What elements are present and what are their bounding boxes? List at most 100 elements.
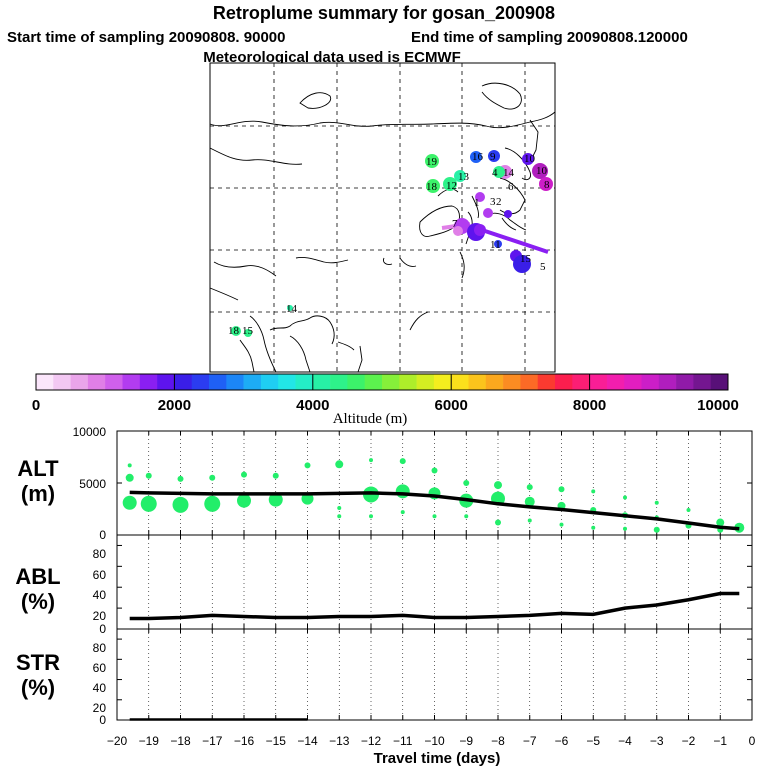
x-tick-label: −1 bbox=[713, 734, 727, 748]
start-time-label: Start time of sampling 20090808. 90000 bbox=[7, 29, 285, 46]
x-tick-label: −13 bbox=[329, 734, 350, 748]
colorbar-cell bbox=[209, 374, 227, 390]
alt-scatter-point bbox=[145, 472, 152, 479]
alt-scatter-point bbox=[591, 525, 596, 530]
colorbar-cell bbox=[191, 374, 210, 390]
map-date-label: 9 bbox=[490, 151, 496, 163]
x-tick-label: −15 bbox=[266, 734, 287, 748]
map-date-label: 14 bbox=[286, 303, 298, 315]
x-tick-label: −17 bbox=[202, 734, 223, 748]
alt-scatter-point bbox=[304, 462, 311, 469]
alt-scatter-point bbox=[204, 495, 221, 512]
colorbar-cell bbox=[174, 374, 192, 390]
map-date-label: 16 bbox=[472, 151, 484, 163]
map-date-label: 19 bbox=[426, 156, 438, 168]
colorbar-cell bbox=[157, 374, 175, 390]
colorbar-cell bbox=[451, 374, 469, 390]
map-cluster-marker bbox=[454, 170, 466, 182]
map-date-label: 13 bbox=[458, 171, 470, 183]
x-tick-label: −4 bbox=[618, 734, 632, 748]
alt-ytick-label: 10000 bbox=[73, 425, 107, 439]
x-tick-label: −7 bbox=[523, 734, 537, 748]
abl-axis-ticks bbox=[116, 535, 753, 630]
alt-scatter-point bbox=[337, 514, 342, 519]
str-ytick-label: 60 bbox=[93, 661, 107, 675]
colorbar-cell bbox=[243, 374, 262, 390]
abl-panel-unit: (%) bbox=[21, 589, 55, 614]
alt-scatter-point bbox=[127, 463, 132, 468]
map-gridlines bbox=[210, 63, 555, 372]
str-ytick-label: 80 bbox=[93, 641, 107, 655]
alt-scatter-point bbox=[524, 496, 535, 507]
x-tick-label: −10 bbox=[424, 734, 445, 748]
map-cluster-marker bbox=[425, 154, 439, 168]
map-cluster-marker bbox=[493, 166, 505, 178]
colorbar-cell bbox=[122, 374, 141, 390]
map-cluster-marker bbox=[475, 192, 485, 202]
colorbar-cell bbox=[36, 374, 54, 390]
end-time-label: End time of sampling 20090808.120000 bbox=[411, 29, 688, 46]
alt-mean-line bbox=[129, 490, 740, 531]
colorbar-cell bbox=[485, 374, 504, 390]
alt-scatter-point bbox=[209, 474, 216, 481]
map-cluster-marker bbox=[522, 153, 534, 165]
figure-title: Retroplume summary for gosan_200908 bbox=[213, 3, 555, 23]
map-date-label: 18 bbox=[426, 181, 438, 193]
alt-scatter-point bbox=[399, 458, 406, 465]
map-clusters bbox=[231, 150, 553, 337]
alt-scatter-point bbox=[463, 480, 470, 486]
alt-axis-ticks bbox=[116, 430, 753, 536]
colorbar-cell bbox=[572, 374, 590, 390]
alt-scatter-point bbox=[335, 460, 344, 469]
colorbar-cell bbox=[382, 374, 400, 390]
alt-scatter-point bbox=[140, 495, 157, 512]
colorbar-cell bbox=[139, 374, 158, 390]
map-cluster-marker bbox=[504, 210, 512, 218]
x-tick-label: −2 bbox=[682, 734, 696, 748]
colorbar-cell bbox=[624, 374, 642, 390]
colorbar-cell bbox=[658, 374, 677, 390]
alt-scatter-point bbox=[172, 496, 189, 513]
map-date-label: 10 bbox=[536, 165, 548, 177]
str-ytick-label: 20 bbox=[93, 701, 107, 715]
map-cluster-marker bbox=[287, 305, 293, 311]
colorbar-cell bbox=[555, 374, 573, 390]
alt-scatter-point bbox=[237, 493, 251, 508]
x-tick-label: −20 bbox=[107, 734, 128, 748]
alt-scatter-point bbox=[395, 484, 410, 499]
colorbar-tick-0: 0 bbox=[32, 397, 40, 414]
alt-scatter-point bbox=[716, 518, 725, 527]
x-tick-label: −9 bbox=[459, 734, 473, 748]
map-date-label: 10 bbox=[524, 153, 536, 165]
str-panel-frame bbox=[116, 628, 753, 721]
colorbar-cell bbox=[693, 374, 711, 390]
str-panel: STR (%) 80 60 40 20 0 bbox=[16, 628, 753, 727]
alt-scatter-point bbox=[125, 473, 134, 482]
colorbar-cell bbox=[278, 374, 296, 390]
alt-scatter-point bbox=[432, 514, 437, 519]
alt-panel-unit: (m) bbox=[21, 481, 55, 506]
map-cluster-marker bbox=[488, 150, 500, 162]
x-tick-label: −18 bbox=[170, 734, 191, 748]
colorbar-tick-10000: 10000 bbox=[697, 397, 739, 414]
map-date-label: 1 bbox=[474, 197, 480, 209]
colorbar-cell bbox=[295, 374, 314, 390]
colorbar-cell bbox=[364, 374, 383, 390]
abl-ytick-label: 60 bbox=[93, 568, 107, 582]
coastlines bbox=[209, 82, 556, 373]
colorbar-label: Altitude (m) bbox=[333, 411, 408, 427]
str-panel-unit: (%) bbox=[21, 675, 55, 700]
colorbar-cell bbox=[399, 374, 417, 390]
x-tick-label: −3 bbox=[650, 734, 664, 748]
map-date-label: 8 bbox=[544, 179, 550, 191]
alt-scatter-point bbox=[337, 505, 342, 510]
alt-scatter-point bbox=[431, 467, 438, 474]
colorbar-dividers bbox=[173, 374, 591, 390]
x-tick-label: −19 bbox=[139, 734, 160, 748]
alt-scatter-point bbox=[400, 510, 405, 515]
str-ytick-label: 40 bbox=[93, 681, 107, 695]
abl-ytick-label: 40 bbox=[93, 588, 107, 602]
alt-scatter-point bbox=[623, 526, 627, 531]
alt-panel: ALT (m) 10000 5000 0 bbox=[17, 425, 753, 542]
alt-scatter-point bbox=[272, 472, 279, 479]
